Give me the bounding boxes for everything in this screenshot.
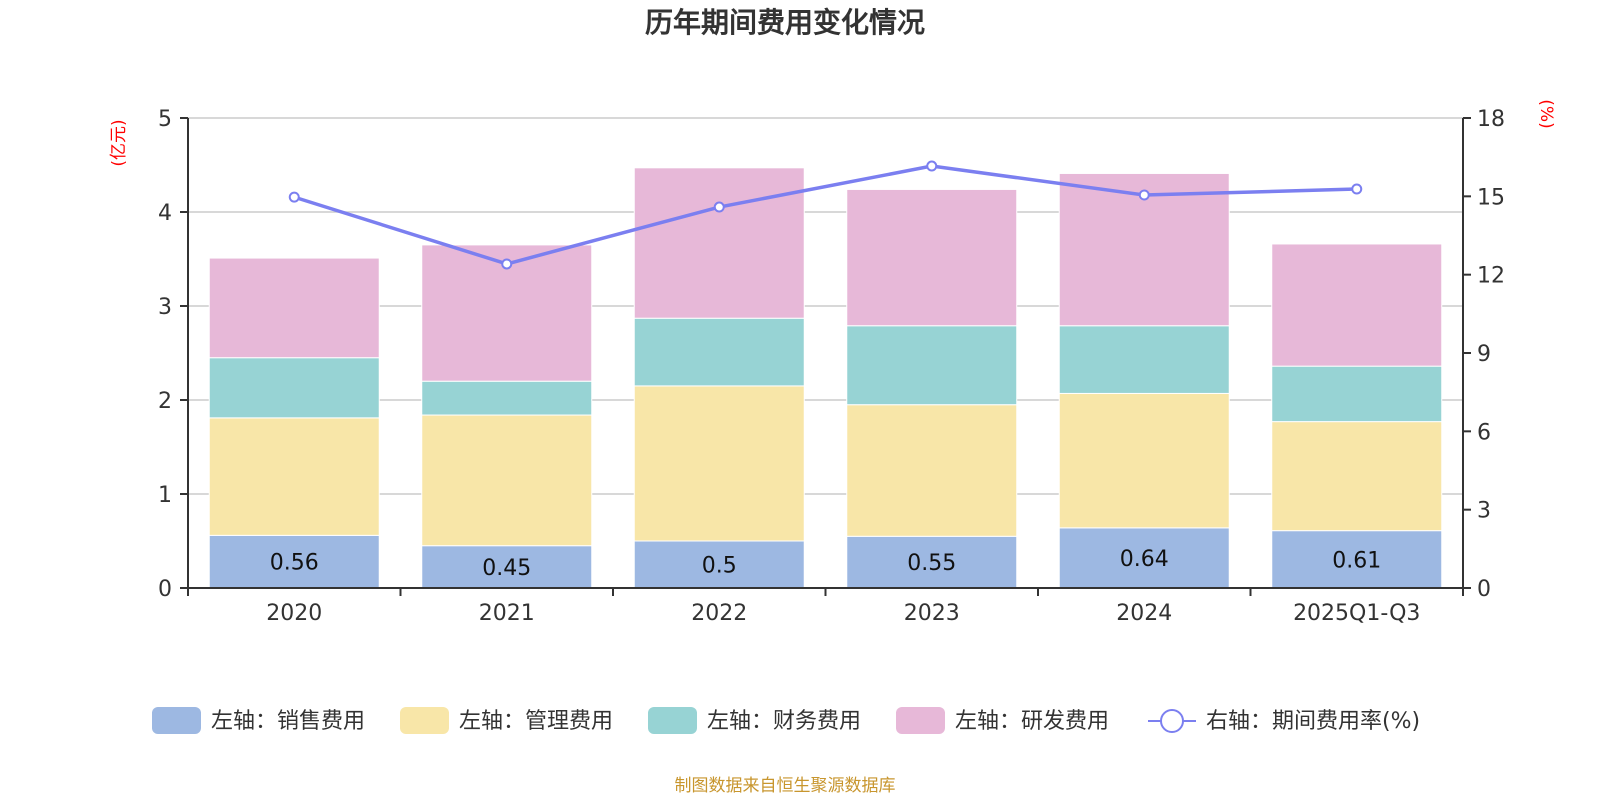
bar-segment: [633, 167, 805, 319]
rate-point: [926, 160, 938, 172]
legend-label: 右轴：期间费用率(%): [1206, 709, 1420, 734]
bar-segment: [208, 357, 380, 419]
bar-segment: [421, 380, 593, 416]
legend-label: 左轴：研发费用: [955, 709, 1109, 734]
legend-swatch: [648, 707, 697, 734]
bar-segment: [846, 404, 1018, 537]
x-axis-tick-label: 2025Q1-Q3: [1293, 601, 1420, 626]
x-axis-tick-label: 2021: [479, 601, 535, 626]
bar-segment: [208, 257, 380, 359]
rate-point: [1351, 183, 1363, 195]
left-axis-tick-label: 4: [158, 201, 172, 226]
bar-segment: [1058, 325, 1230, 394]
bar-data-label: 0.61: [1332, 548, 1381, 573]
right-axis-unit: (%): [1536, 99, 1556, 128]
legend-label: 左轴：财务费用: [707, 709, 861, 734]
rate-point: [1138, 189, 1150, 201]
bar-segment: [1058, 392, 1230, 529]
left-axis-tick-label: 2: [158, 389, 172, 414]
bar-segment: [846, 188, 1018, 327]
left-axis-unit: (亿元): [109, 119, 129, 166]
x-axis-tick-label: 2022: [691, 601, 747, 626]
bar-segment: [633, 317, 805, 387]
x-axis-tick-label: 2024: [1116, 601, 1172, 626]
legend-label: 左轴：销售费用: [211, 709, 365, 734]
left-axis-tick-label: 3: [158, 295, 172, 320]
right-axis-tick-label: 18: [1477, 107, 1505, 132]
legend-swatch: [400, 707, 449, 734]
bar-segment: [633, 385, 805, 542]
bar-segment: [421, 414, 593, 547]
bar-segment: [846, 325, 1018, 406]
rate-line: [288, 160, 1363, 270]
bar-segment: [208, 417, 380, 536]
bar-data-label: 0.56: [270, 551, 319, 576]
legend-label: 左轴：管理费用: [459, 709, 613, 734]
bar-segment: [1271, 365, 1443, 423]
right-axis-tick-label: 3: [1477, 499, 1491, 524]
bar-segment: [1271, 530, 1443, 589]
rate-point: [288, 191, 300, 203]
right-axis-tick-label: 9: [1477, 342, 1491, 367]
bar-data-label: 0.45: [482, 556, 531, 581]
left-axis-tick-label: 0: [158, 577, 172, 602]
bar-segment: [1271, 243, 1443, 367]
legend-swatch: [152, 707, 201, 734]
grid-lines: [188, 117, 1463, 495]
bar-data-label: 0.5: [702, 554, 737, 579]
right-axis-tick-label: 15: [1477, 185, 1505, 210]
bars: 0.56 0.45 0.5 0.55 0.64 0.61: [208, 167, 1443, 589]
bar-segment: [208, 534, 380, 589]
x-axis-tick-label: 2020: [266, 601, 322, 626]
legend: 左轴：销售费用 左轴：管理费用 左轴：财务费用 左轴：研发费用 右轴：期间费用率(%): [152, 707, 1420, 734]
bar-segment: [1271, 421, 1443, 532]
right-axis-tick-label: 6: [1477, 420, 1491, 445]
chart-title: 历年期间费用变化情况: [645, 6, 925, 39]
bar-data-label: 0.64: [1120, 547, 1169, 572]
legend-swatch: [896, 707, 945, 734]
rate-point: [501, 258, 513, 270]
x-axis-tick-label: 2023: [904, 601, 960, 626]
legend-marker-icon: [1160, 709, 1184, 733]
left-axis-tick-label: 1: [158, 483, 172, 508]
rate-point: [713, 201, 725, 213]
left-axis-tick-label: 5: [158, 107, 172, 132]
source-note: 制图数据来自恒生聚源数据库: [675, 776, 896, 796]
right-axis-tick-label: 0: [1477, 577, 1491, 602]
rate-line-path: [293, 164, 1357, 266]
bar-data-label: 0.55: [907, 551, 956, 576]
right-axis-tick-label: 12: [1477, 264, 1505, 289]
